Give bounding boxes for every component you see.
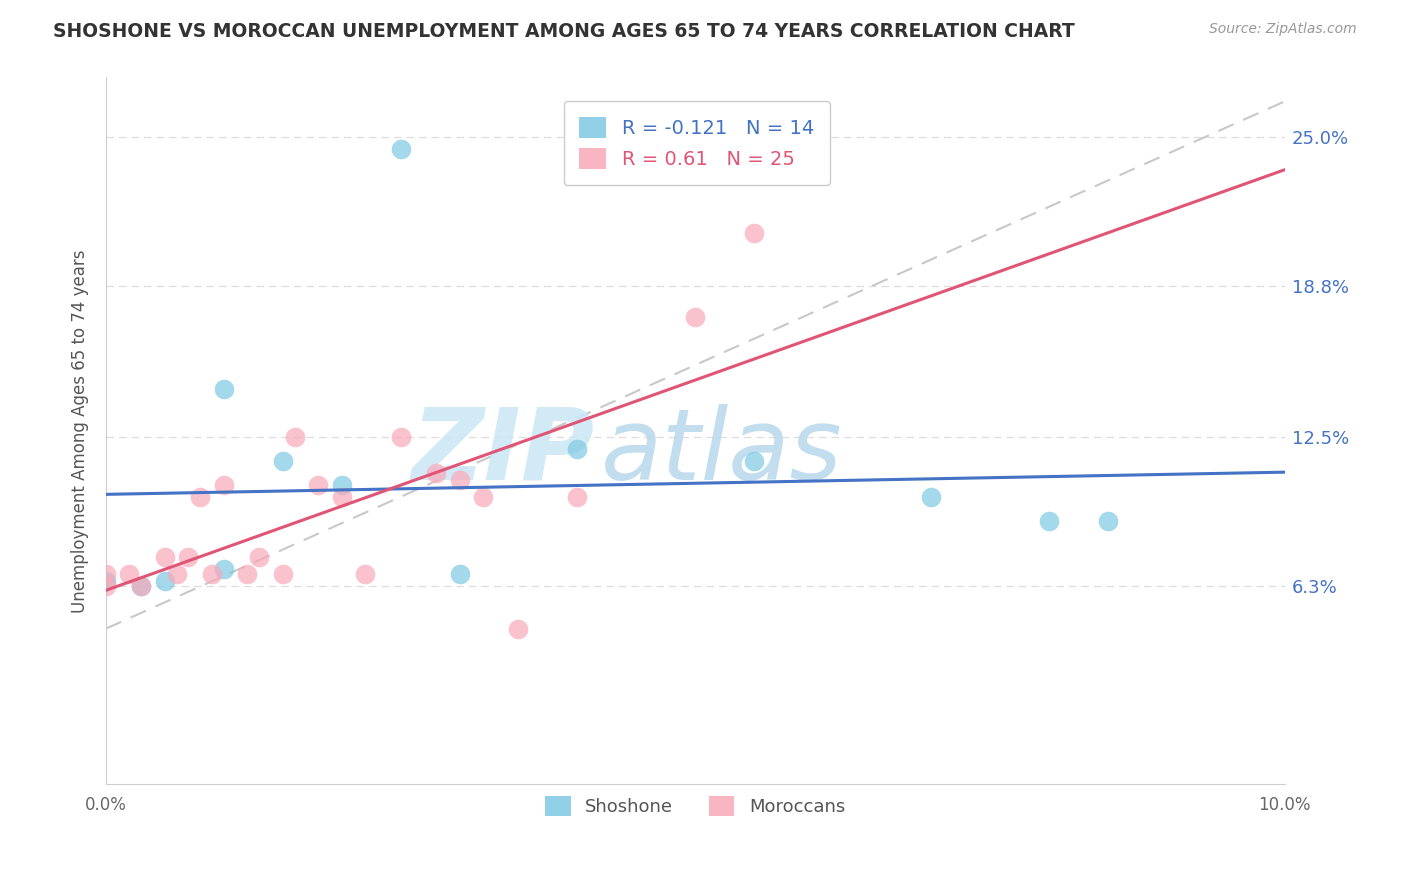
Point bbox=[177, 549, 200, 564]
Point bbox=[212, 562, 235, 576]
Point bbox=[307, 478, 329, 492]
Point bbox=[683, 310, 706, 324]
Point bbox=[271, 566, 294, 581]
Point bbox=[94, 574, 117, 588]
Point bbox=[129, 578, 152, 592]
Point bbox=[201, 566, 224, 581]
Text: ZIP: ZIP bbox=[412, 404, 595, 500]
Point bbox=[271, 454, 294, 468]
Point bbox=[212, 382, 235, 396]
Point bbox=[247, 549, 270, 564]
Point bbox=[283, 430, 305, 444]
Point bbox=[567, 490, 589, 504]
Point bbox=[567, 442, 589, 456]
Point bbox=[1038, 514, 1060, 528]
Point bbox=[166, 566, 188, 581]
Point bbox=[188, 490, 211, 504]
Point bbox=[508, 622, 530, 636]
Point bbox=[212, 478, 235, 492]
Point bbox=[330, 490, 353, 504]
Point bbox=[153, 549, 176, 564]
Point bbox=[1097, 514, 1119, 528]
Y-axis label: Unemployment Among Ages 65 to 74 years: Unemployment Among Ages 65 to 74 years bbox=[72, 249, 89, 613]
Text: SHOSHONE VS MOROCCAN UNEMPLOYMENT AMONG AGES 65 TO 74 YEARS CORRELATION CHART: SHOSHONE VS MOROCCAN UNEMPLOYMENT AMONG … bbox=[53, 22, 1076, 41]
Point bbox=[118, 566, 141, 581]
Point bbox=[449, 566, 471, 581]
Point bbox=[920, 490, 942, 504]
Point bbox=[425, 466, 447, 480]
Point bbox=[742, 454, 765, 468]
Point bbox=[94, 578, 117, 592]
Legend: Shoshone, Moroccans: Shoshone, Moroccans bbox=[536, 787, 855, 825]
Point bbox=[129, 578, 152, 592]
Point bbox=[94, 566, 117, 581]
Text: Source: ZipAtlas.com: Source: ZipAtlas.com bbox=[1209, 22, 1357, 37]
Point bbox=[449, 473, 471, 487]
Point bbox=[330, 478, 353, 492]
Text: atlas: atlas bbox=[600, 404, 842, 500]
Point bbox=[389, 430, 412, 444]
Point bbox=[472, 490, 495, 504]
Point bbox=[742, 226, 765, 240]
Point bbox=[354, 566, 377, 581]
Point bbox=[236, 566, 259, 581]
Point bbox=[389, 142, 412, 156]
Point bbox=[153, 574, 176, 588]
